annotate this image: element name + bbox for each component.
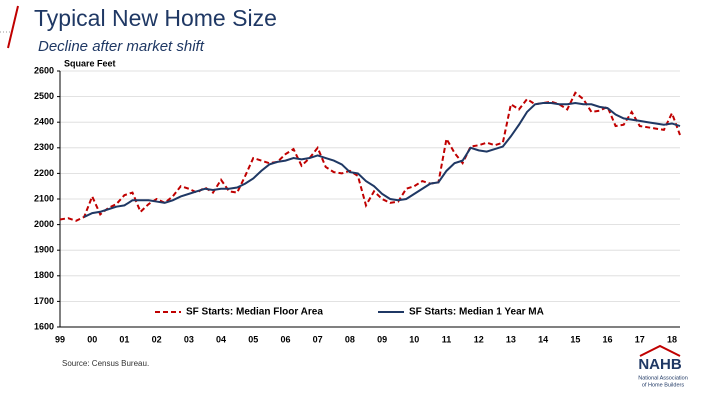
x-tick-label: 09 [377,334,387,344]
x-tick-label: 02 [152,334,162,344]
x-tick-label: 13 [506,334,516,344]
x-tick-label: 18 [667,334,677,344]
legend-label: SF Starts: Median Floor Area [186,307,323,318]
y-axis-label: Square Feet [64,58,116,68]
y-tick-label: 2200 [34,168,54,178]
y-tick-label: 2400 [34,117,54,127]
title-accent [7,5,19,49]
x-tick-label: 11 [442,334,452,344]
x-tick-label: 04 [216,334,226,344]
logo: NAHB National Association of Home Builde… [638,344,688,388]
logo-line: of Home Builders [642,382,684,388]
x-tick-label: 16 [603,334,613,344]
x-tick-label: 08 [345,334,355,344]
x-tick-label: 00 [87,334,97,344]
x-tick-label: 06 [280,334,290,344]
title: Typical New Home Size [34,5,277,31]
logo-line: National Association [638,375,688,381]
y-tick-label: 2300 [34,142,54,152]
x-tick-label: 07 [313,334,323,344]
x-tick-label: 17 [635,334,645,344]
y-tick-label: 1600 [34,321,54,331]
subtitle: Decline after market shift [38,38,205,55]
x-tick-label: 01 [119,334,129,344]
y-tick-label: 2500 [34,91,54,101]
y-tick-label: 1700 [34,296,54,306]
y-tick-label: 2600 [34,65,54,75]
x-tick-label: 15 [570,334,580,344]
series-line [83,101,681,218]
y-tick-label: 2100 [34,193,54,203]
x-tick-label: 03 [184,334,194,344]
legend-box [148,302,588,322]
legend-label: SF Starts: Median 1 Year MA [409,307,544,318]
logo-roof [639,344,681,357]
x-tick-label: 10 [409,334,419,344]
x-tick-label: 99 [55,334,65,344]
source: Source: Census Bureau. [62,359,149,368]
x-tick-label: 12 [474,334,484,344]
x-tick-label: 05 [248,334,258,344]
y-tick-label: 1800 [34,270,54,280]
x-tick-label: 14 [538,334,548,344]
logo-text: NAHB [638,356,681,373]
y-tick-label: 2000 [34,219,54,229]
y-tick-label: 1900 [34,245,54,255]
